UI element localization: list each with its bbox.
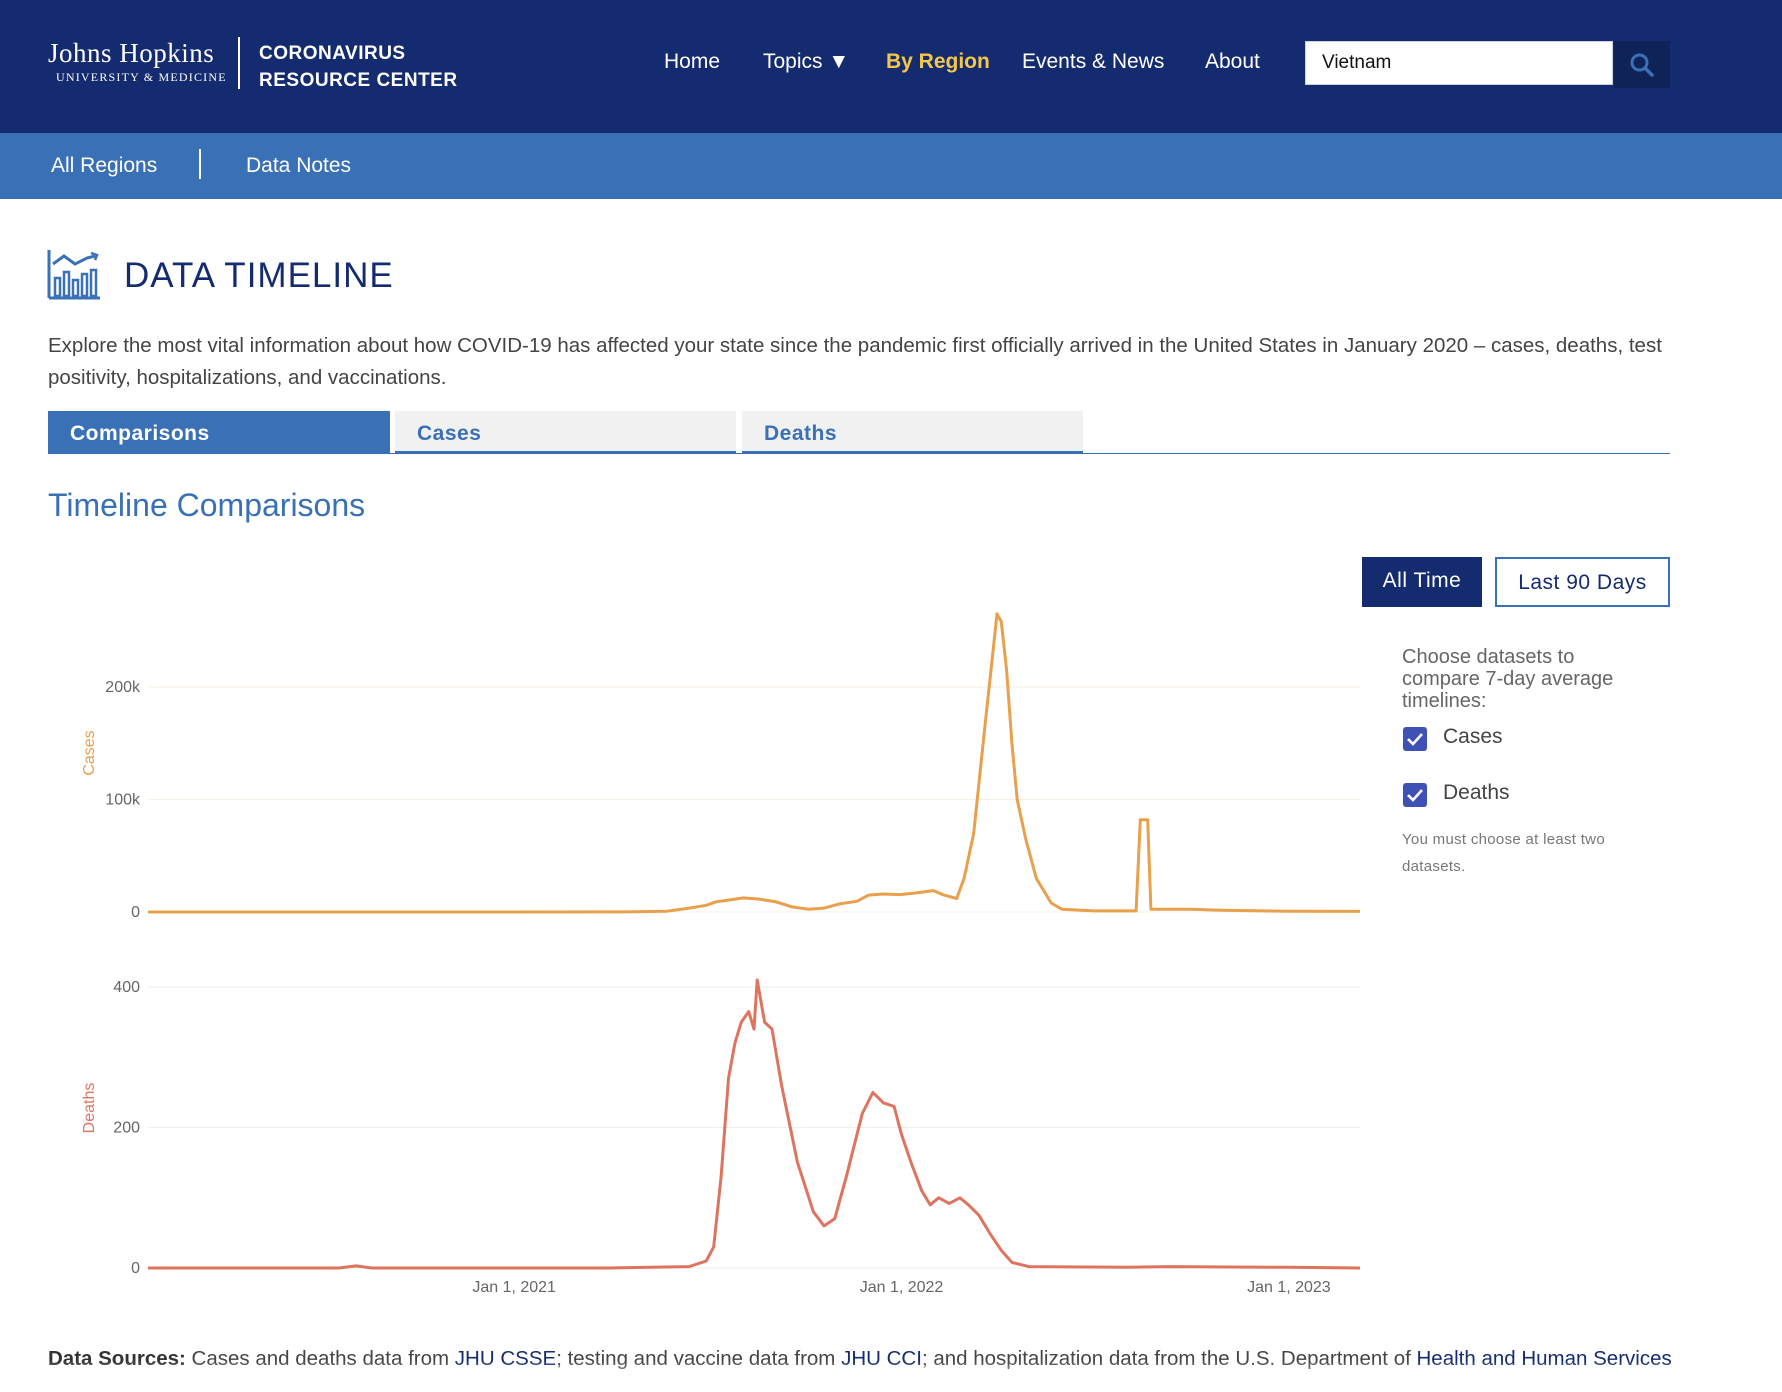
- chart-timeline-icon: [47, 248, 101, 305]
- deaths-checkbox[interactable]: [1403, 783, 1427, 807]
- tab-comparisons[interactable]: Comparisons: [48, 411, 390, 454]
- deaths-checkbox-label[interactable]: Deaths: [1443, 781, 1510, 804]
- data-sources-label: Data Sources:: [48, 1347, 186, 1370]
- x-tick-label: Jan 1, 2022: [860, 1279, 944, 1296]
- logo-divider: [238, 37, 240, 89]
- link-hhs[interactable]: Health and Human Services: [1416, 1347, 1672, 1370]
- nav-home[interactable]: Home: [664, 50, 721, 73]
- tab-deaths[interactable]: Deaths: [742, 411, 1083, 454]
- dataset-note: You must choose at least two datasets.: [1402, 831, 1605, 875]
- logo-text-primary: Johns Hopkins: [48, 38, 215, 68]
- logo-text-secondary: UNIVERSITY & MEDICINE: [56, 70, 227, 84]
- y-tick-label: 100k: [105, 792, 141, 809]
- data-sources: Data Sources: Cases and deaths data from…: [48, 1343, 1688, 1375]
- link-jhu-cci[interactable]: JHU CCI: [841, 1347, 922, 1370]
- checkmark-icon: [1407, 733, 1423, 746]
- subnav-all-regions[interactable]: All Regions: [51, 154, 158, 177]
- y-tick-label: 0: [131, 1260, 140, 1277]
- y-tick-label: 200: [113, 1120, 140, 1137]
- cases-series-line: [148, 612, 1361, 914]
- all-time-button[interactable]: All Time: [1362, 557, 1482, 607]
- link-jhu-csse[interactable]: JHU CSSE: [454, 1347, 557, 1370]
- x-tick-label: Jan 1, 2023: [1247, 1279, 1331, 1296]
- sources-text-1: Cases and deaths data from: [185, 1347, 455, 1370]
- sources-text-2: ; testing and vaccine data from: [556, 1347, 842, 1370]
- sources-text-3: ; and hospitalization data from the U.S.…: [921, 1347, 1417, 1370]
- y-tick-label: 200k: [105, 679, 141, 696]
- cases-checkbox[interactable]: [1403, 727, 1427, 751]
- search-button[interactable]: [1614, 41, 1670, 88]
- cases-checkbox-label[interactable]: Cases: [1443, 725, 1503, 748]
- nav-by-region[interactable]: By Region: [886, 50, 990, 73]
- y-tick-label: 0: [131, 904, 140, 921]
- nav-events-news[interactable]: Events & News: [1022, 50, 1165, 73]
- sub-nav: All Regions Data Notes: [0, 133, 1782, 199]
- intro-text: Explore the most vital information about…: [48, 334, 1662, 389]
- crc-title-line2: RESOURCE CENTER: [259, 70, 458, 91]
- timeline-chart: 0 100k 200k Cases 0 200 400 Deaths Jan 1, 2021 Ja…: [81, 612, 1361, 1296]
- crc-title-line1: CORONAVIRUS: [259, 43, 406, 64]
- deaths-axis-label: Deaths: [81, 1083, 98, 1134]
- search-icon: [1630, 53, 1654, 77]
- dataset-prompt: Choose datasets to compare 7-day average…: [1402, 646, 1614, 712]
- subnav-divider: [199, 149, 201, 179]
- y-tick-label: 400: [113, 979, 140, 996]
- nav-about[interactable]: About: [1205, 50, 1260, 73]
- jhu-logo[interactable]: Johns Hopkins UNIVERSITY & MEDICINE: [48, 38, 227, 84]
- page-title: DATA TIMELINE: [124, 256, 394, 295]
- search-input[interactable]: Vietnam: [1305, 41, 1613, 85]
- subnav-data-notes[interactable]: Data Notes: [246, 154, 352, 177]
- deaths-series-line: [148, 978, 1361, 1270]
- last-90-days-button[interactable]: Last 90 Days: [1495, 557, 1670, 607]
- top-header: Johns Hopkins UNIVERSITY & MEDICINE CORO…: [0, 0, 1782, 133]
- checkmark-icon: [1407, 789, 1423, 802]
- tab-underline: [48, 453, 1670, 454]
- tab-cases[interactable]: Cases: [395, 411, 736, 454]
- cases-axis-label: Cases: [81, 730, 98, 775]
- crc-title[interactable]: CORONAVIRUS RESOURCE CENTER: [259, 40, 458, 94]
- nav-topics[interactable]: Topics ▼: [763, 50, 850, 73]
- section-title: Timeline Comparisons: [48, 487, 366, 523]
- x-tick-label: Jan 1, 2021: [472, 1279, 556, 1296]
